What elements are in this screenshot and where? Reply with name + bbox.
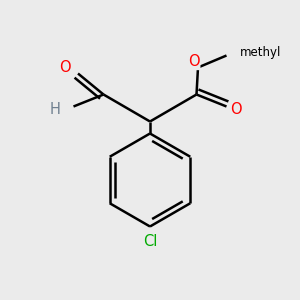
Text: Cl: Cl bbox=[143, 234, 157, 249]
Text: O: O bbox=[188, 54, 199, 69]
Text: O: O bbox=[230, 102, 241, 117]
Text: H: H bbox=[50, 102, 61, 117]
Text: methyl: methyl bbox=[240, 46, 281, 59]
Text: O: O bbox=[59, 60, 70, 75]
